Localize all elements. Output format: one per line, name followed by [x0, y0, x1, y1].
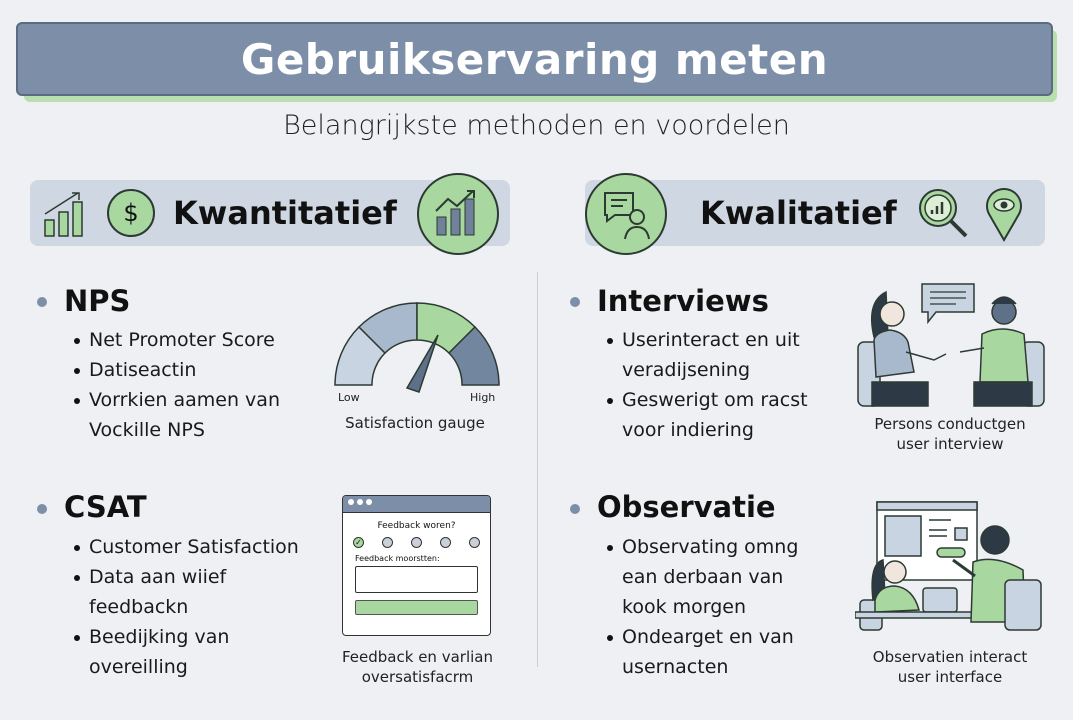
location-eye-icon: [986, 188, 1022, 242]
bullet: [37, 504, 47, 514]
list-item: Datiseactin: [74, 355, 319, 385]
form-field-label: Feedback moorstten:: [355, 554, 440, 563]
feedback-input[interactable]: [355, 566, 478, 593]
observatie-heading: Observatie: [597, 490, 776, 524]
observatie-list: Observating omng ean derbaan van kook mo…: [607, 532, 832, 682]
list-item: Ondearget en van usernacten: [607, 622, 832, 682]
rating-options: ✓: [343, 537, 490, 548]
bullet: [37, 297, 47, 307]
interviews-list: Userinteract en uit veradijsening Geswer…: [607, 325, 832, 445]
form-question: Feedback woren?: [377, 521, 456, 531]
window-titlebar: [343, 496, 490, 513]
bar-chart-growth-icon: [44, 192, 83, 237]
observation-caption: Observatien interact user interface: [872, 648, 1028, 686]
list-item: Userinteract en uit veradijsening: [607, 325, 832, 385]
list-item: Customer Satisfaction: [74, 532, 329, 562]
interview-caption: Persons conductgen user interview: [874, 415, 1026, 453]
rating-option[interactable]: [382, 537, 393, 548]
column-divider: [537, 272, 538, 667]
rating-option-selected[interactable]: ✓: [353, 537, 364, 548]
form-caption: Feedback en varlian oversatisfacrm: [342, 648, 493, 686]
page-subtitle: Belangrijkste methoden en voordelen: [283, 110, 790, 141]
csat-heading: CSAT: [64, 490, 147, 524]
list-item: Data aan wiief feedbackn: [74, 562, 329, 622]
chat-person-icon: [585, 173, 667, 255]
rating-option[interactable]: [411, 537, 422, 548]
gauge-low-label: Low: [338, 391, 360, 404]
list-item: Vorrkien aamen van Vockille NPS: [74, 385, 319, 445]
bullet: [570, 297, 580, 307]
magnifier-chart-icon: [919, 189, 968, 238]
rating-option[interactable]: [469, 537, 480, 548]
quantitative-title: Kwantitatief: [173, 194, 397, 232]
satisfaction-gauge: Low High: [334, 302, 500, 404]
list-item: Observating omng ean derbaan van kook mo…: [607, 532, 832, 622]
list-item: Geswerigt om racst voor indiering: [607, 385, 832, 445]
bar-chart-trend-icon: [417, 173, 499, 255]
list-item: Beedijking van overeilling: [74, 622, 329, 682]
rating-option[interactable]: [440, 537, 451, 548]
submit-button[interactable]: [355, 600, 478, 615]
bullet: [570, 504, 580, 514]
gauge-caption: Satisfaction gauge: [345, 414, 485, 432]
gauge-high-label: High: [470, 391, 495, 404]
interviews-heading: Interviews: [597, 284, 769, 318]
nps-heading: NPS: [64, 284, 131, 318]
nps-list: Net Promoter Score Datiseactin Vorrkien …: [74, 325, 319, 445]
csat-list: Customer Satisfaction Data aan wiief fee…: [74, 532, 329, 682]
qualitative-title: Kwalitatief: [700, 194, 897, 232]
interview-illustration: [857, 283, 1045, 407]
list-item: Net Promoter Score: [74, 325, 319, 355]
feedback-form-window: Feedback woren? ✓ Feedback moorstten:: [342, 495, 491, 636]
dollar-coin-icon: $: [107, 189, 155, 237]
page-title: Gebruikservaring meten: [16, 22, 1053, 96]
observation-illustration: [855, 501, 1042, 631]
